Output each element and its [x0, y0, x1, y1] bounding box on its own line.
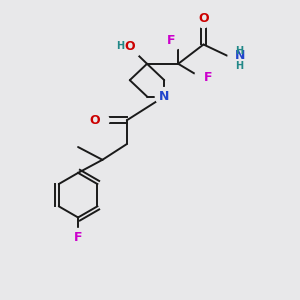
Text: F: F: [203, 71, 212, 84]
Circle shape: [195, 68, 212, 86]
Text: H: H: [235, 46, 243, 56]
Circle shape: [155, 88, 173, 105]
Text: H: H: [116, 41, 124, 51]
Text: O: O: [198, 12, 209, 25]
Circle shape: [69, 229, 87, 246]
Text: O: O: [124, 40, 135, 53]
Circle shape: [228, 46, 250, 69]
Circle shape: [91, 111, 109, 129]
Text: O: O: [89, 114, 100, 127]
Text: H: H: [235, 61, 243, 71]
Circle shape: [195, 10, 212, 28]
Text: N: N: [235, 49, 245, 62]
Text: N: N: [159, 90, 169, 103]
Text: F: F: [74, 231, 82, 244]
Circle shape: [166, 31, 184, 49]
Text: F: F: [167, 34, 175, 46]
Circle shape: [117, 34, 142, 59]
